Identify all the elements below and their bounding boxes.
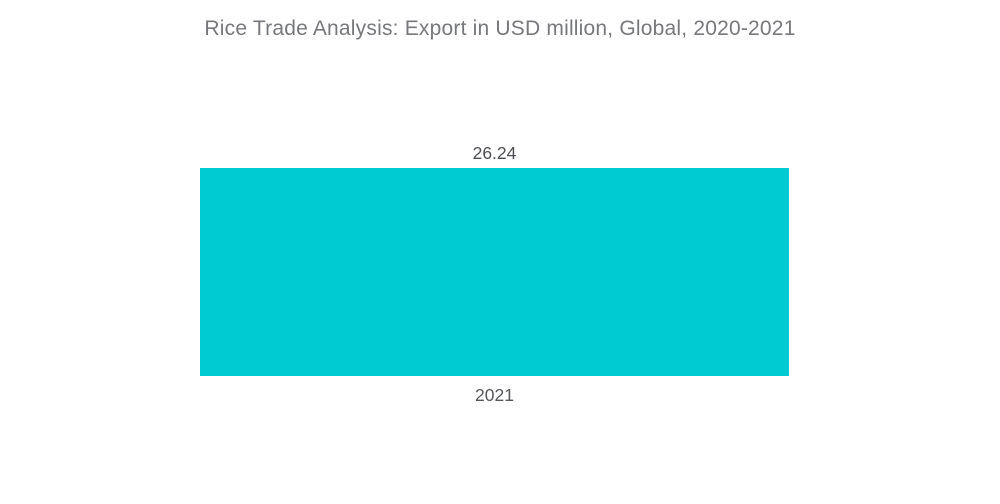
x-axis-category-label: 2021 [475,385,514,405]
bar-value-label: 26.24 [472,143,517,163]
bar-2021 [200,168,789,376]
chart-title: Rice Trade Analysis: Export in USD milli… [204,17,796,40]
